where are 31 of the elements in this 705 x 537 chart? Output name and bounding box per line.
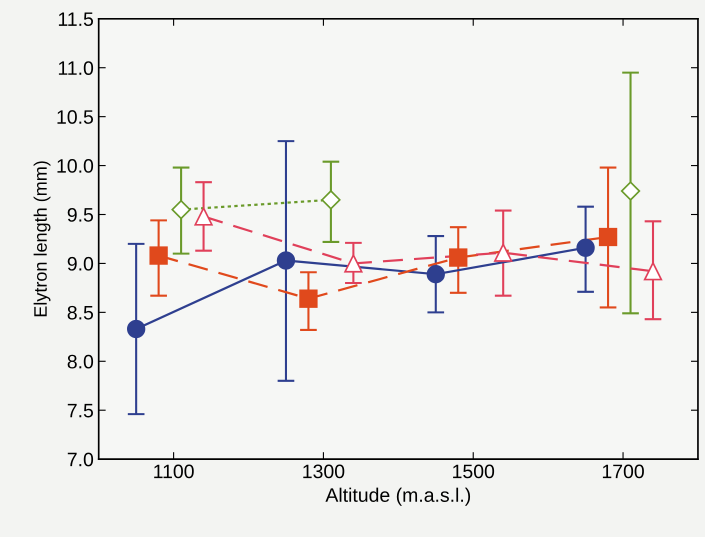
y-axis-title: Elytron length (mm) [34, 161, 50, 316]
y-tick-label: 8.0 [68, 354, 94, 369]
point [644, 262, 662, 280]
y-tick-label: 11.0 [58, 61, 94, 75]
point [194, 207, 213, 226]
y-tick-label: 11.5 [58, 12, 94, 26]
x-tick-label: 1700 [602, 464, 644, 478]
point [426, 265, 445, 284]
point [321, 190, 341, 210]
y-tick-label: 10.5 [57, 110, 94, 124]
point [449, 248, 468, 267]
point [276, 251, 296, 270]
y-tick-label: 8.5 [68, 306, 94, 320]
x-axis-title: Altitude (m.a.s.l.) [325, 488, 470, 506]
point [344, 254, 363, 273]
point [576, 238, 595, 257]
y-tick-label: 7.5 [68, 404, 94, 418]
x-tick-label: 1100 [154, 464, 194, 478]
point [494, 243, 512, 262]
y-tick-label: 10.0 [57, 159, 94, 173]
point [620, 181, 640, 201]
point [171, 200, 191, 220]
x-tick-label: 1500 [453, 464, 494, 478]
x-tick-label: 1300 [303, 464, 344, 478]
y-tick-label: 9.0 [68, 256, 94, 271]
point [598, 228, 618, 246]
point [126, 320, 146, 338]
y-tick-label: 9.5 [68, 208, 94, 222]
point [149, 246, 168, 265]
y-tick-label: 7.0 [68, 452, 94, 466]
point [299, 289, 318, 308]
